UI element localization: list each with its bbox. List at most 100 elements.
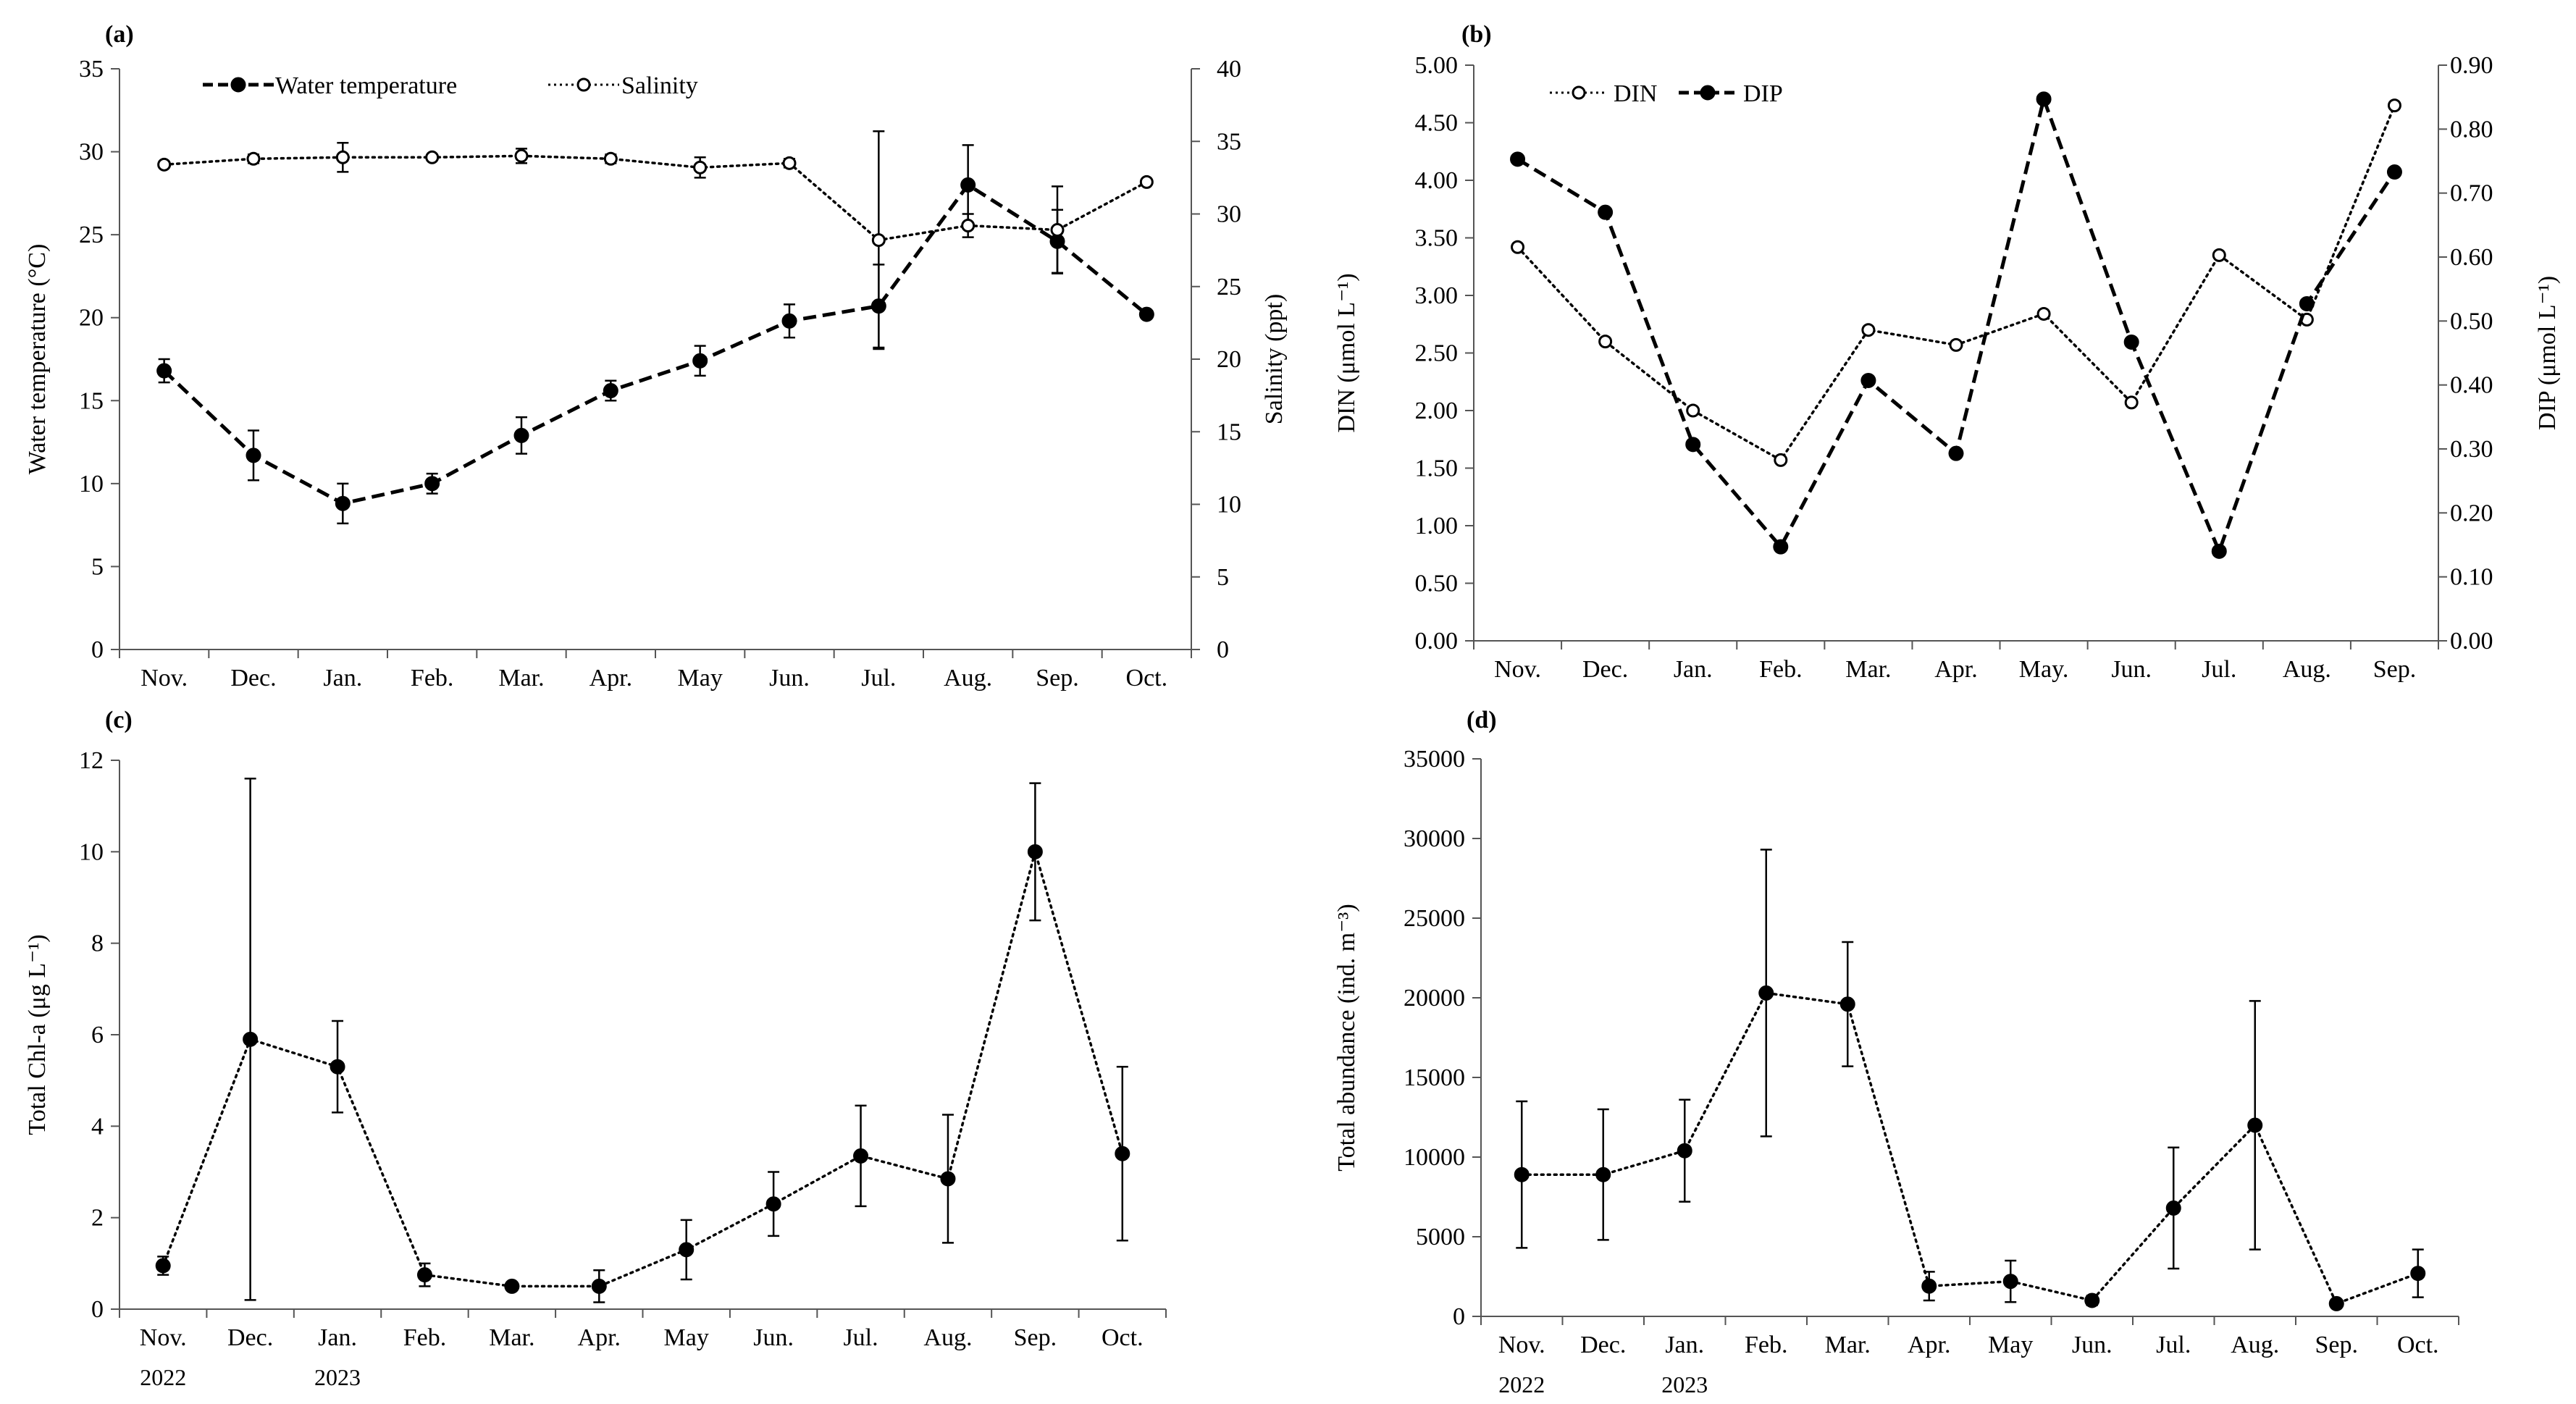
x-tick-label: Apr.: [578, 1324, 621, 1351]
data-point: [1839, 996, 1855, 1012]
data-point: [1514, 1167, 1530, 1182]
y-axis-title: Water temperature (°C): [24, 244, 51, 475]
x-tick-label: Mar.: [498, 665, 544, 692]
data-point: [693, 160, 708, 175]
data-point: [679, 1242, 695, 1258]
y2-tick-label: 5: [1217, 564, 1229, 591]
x-tick-label: Apr.: [590, 665, 633, 692]
x-tick-label: Sep.: [2373, 656, 2417, 683]
data-point: [514, 148, 529, 163]
data-point: [1677, 1143, 1692, 1159]
data-point: [603, 383, 618, 399]
data-point: [781, 313, 797, 329]
y-tick-label: 20000: [1404, 985, 1465, 1012]
panel-c: (c) Nov. Dec. Jan. Feb. Mar. Apr. May Jun. Jul. Au…: [24, 707, 1167, 1390]
data-point: [156, 363, 172, 379]
y-tick-label: 2: [91, 1205, 104, 1232]
x-tick-label: Aug.: [2283, 656, 2331, 683]
y-tick-label: 0.00: [1415, 628, 1459, 655]
y2-tick-label: 0.90: [2450, 52, 2493, 79]
y-tick-label: 1.50: [1415, 455, 1459, 482]
data-point: [1027, 844, 1043, 859]
y-tick-label: 12: [79, 747, 104, 774]
x-tick-label: Nov.: [140, 665, 188, 692]
x-tick-label: May.: [2019, 656, 2069, 683]
data-point: [1598, 335, 1613, 349]
x-tick-label: Jan.: [323, 665, 362, 692]
data-point: [416, 1267, 432, 1283]
data-point: [246, 151, 261, 166]
data-point: [157, 157, 172, 172]
legend-label: Water temperature: [275, 72, 457, 99]
x-tick-label: Sep.: [2315, 1332, 2359, 1358]
data-point: [2410, 1266, 2426, 1282]
data-point: [2002, 1274, 2018, 1290]
x-tick-label: Nov.: [1498, 1332, 1545, 1358]
x-tick-label: Feb.: [403, 1324, 447, 1351]
data-point: [246, 447, 261, 463]
x-tick-label: Feb.: [1745, 1332, 1788, 1358]
panel-d: (d) Nov. Dec. Jan. Feb. Mar. Apr. May Jun. Jul. Au…: [1333, 707, 2459, 1397]
data-point: [960, 177, 976, 193]
y-tick-label: 10000: [1404, 1144, 1465, 1171]
y2-tick-label: 0.50: [2450, 308, 2493, 335]
x-tick-label: Sep.: [1036, 665, 1079, 692]
y-axis-title: Total abundance (ind. m⁻³): [1333, 904, 1360, 1171]
panel-a: (a) Nov. Dec. Jan. Feb. Mar. Apr. May Jun. Jul. Au…: [24, 21, 1288, 692]
panel-label: (c): [105, 707, 133, 733]
data-point: [1773, 539, 1789, 555]
year-label: 2022: [140, 1364, 186, 1390]
x-tick-label: Jul.: [2156, 1332, 2191, 1358]
x-tick-label: Jul.: [2202, 656, 2236, 683]
y2-tick-label: 0: [1217, 636, 1229, 663]
data-point: [330, 1059, 345, 1075]
y-tick-label: 4: [91, 1113, 104, 1140]
data-point: [1510, 151, 1526, 167]
y2-tick-label: 0.60: [2450, 244, 2493, 271]
legend-label: DIN: [1614, 80, 1657, 107]
data-point: [1921, 1278, 1937, 1294]
x-tick-label: Jul.: [843, 1324, 878, 1351]
y-tick-label: 35000: [1404, 746, 1465, 773]
y-axis-title: DIN (μmol L⁻¹): [1333, 273, 1360, 432]
x-tick-label: Dec.: [227, 1324, 273, 1351]
year-label: 2023: [314, 1364, 361, 1390]
data-point: [425, 150, 440, 164]
y-tick-label: 25000: [1404, 905, 1465, 932]
x-tick-label: Feb.: [411, 665, 454, 692]
y-tick-label: 30: [79, 139, 104, 166]
y-tick-label: 5000: [1416, 1224, 1465, 1250]
legend-marker: [576, 77, 591, 92]
y-tick-label: 30000: [1404, 825, 1465, 852]
y-tick-label: 5.00: [1415, 52, 1459, 79]
data-point: [2084, 1292, 2100, 1308]
x-tick-label: Sep.: [1014, 1324, 1057, 1351]
x-tick-label: Feb.: [1759, 656, 1803, 683]
data-point: [1758, 985, 1774, 1001]
x-tick-label: Oct.: [2397, 1332, 2439, 1358]
x-tick-label: Jan.: [1674, 656, 1713, 683]
data-point: [765, 1196, 781, 1212]
panel-label: (a): [105, 21, 134, 48]
series-line: [1516, 93, 2396, 557]
y-tick-label: 25: [79, 222, 104, 248]
data-point: [2165, 1200, 2181, 1216]
data-point: [591, 1278, 607, 1294]
panel-label: (b): [1461, 21, 1492, 48]
x-tick-label: Jun.: [753, 1324, 794, 1351]
x-tick-label: May: [1988, 1332, 2033, 1358]
y-tick-label: 2.50: [1415, 340, 1459, 367]
series-line: [162, 154, 1149, 242]
y-tick-label: 6: [91, 1022, 104, 1048]
x-tick-label: Oct.: [1126, 665, 1168, 692]
y-tick-label: 0: [1453, 1303, 1465, 1330]
data-point: [853, 1148, 869, 1164]
data-point: [1861, 323, 1876, 337]
y2-tick-label: 0.00: [2450, 628, 2493, 655]
data-point: [603, 151, 618, 166]
series-line: [1516, 104, 2396, 462]
series-line: [1520, 991, 2420, 1306]
y-axis-title: Total Chl-a (μg L⁻¹): [24, 934, 51, 1135]
y-tick-label: 10: [79, 838, 104, 865]
legend-marker: [230, 77, 246, 93]
